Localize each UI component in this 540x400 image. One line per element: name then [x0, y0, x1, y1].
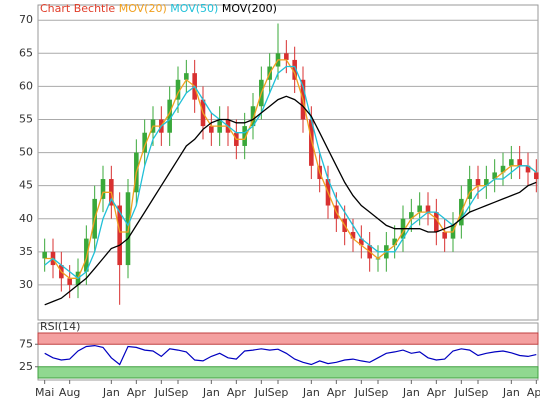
x-tick-label: Sep	[368, 386, 389, 399]
candle-body	[509, 159, 514, 166]
candle-body	[484, 179, 489, 186]
price-plot-frame	[37, 4, 539, 321]
x-tick-label: Mai	[35, 386, 54, 399]
candle-body	[359, 238, 364, 246]
x-tick-label: Apr	[227, 386, 247, 399]
x-tick-label: Sep	[268, 386, 289, 399]
candle-body	[467, 179, 472, 199]
x-tick-label: Apr	[327, 386, 347, 399]
candle-body	[175, 79, 181, 100]
x-tick-label: Jan	[302, 386, 320, 399]
y-tick-label: 75	[19, 337, 33, 350]
y-tick-label: 70	[19, 13, 33, 26]
candle-body	[67, 278, 72, 285]
candle-body	[84, 238, 89, 272]
x-tick-label: Aug	[59, 386, 80, 399]
candle-body	[284, 53, 289, 60]
rsi-title: RSI(14)	[40, 320, 80, 333]
candle-body	[292, 59, 297, 80]
candle-body	[492, 172, 497, 180]
x-tick-label: Jul	[354, 386, 368, 399]
candle-body	[500, 165, 506, 173]
candle-body	[517, 159, 522, 166]
x-tick-label: Jul	[254, 386, 268, 399]
y-tick-label: 55	[19, 112, 33, 125]
y-tick-label: 60	[19, 79, 33, 92]
legend-entry: MOV(50)	[170, 2, 218, 15]
candle-body	[392, 238, 397, 246]
x-tick-label: Jan	[102, 386, 120, 399]
y-tick-label: 35	[19, 245, 33, 258]
legend-entry: MOV(200)	[222, 2, 277, 15]
y-tick-label: 30	[19, 278, 33, 291]
y-tick-label: 45	[19, 179, 33, 192]
y-tick-label: 25	[19, 360, 33, 373]
candle-body	[409, 212, 414, 219]
candle-body	[442, 231, 447, 239]
rsi-line	[44, 344, 537, 366]
candle-body	[475, 179, 481, 186]
x-tick-label: Apr	[527, 386, 540, 399]
candle-body	[100, 179, 106, 199]
legend-entry: MOV(20)	[119, 2, 167, 15]
x-tick-label: Sep	[168, 386, 189, 399]
candle-body	[250, 106, 256, 127]
y-tick-label: 65	[19, 46, 33, 59]
candle-body	[184, 73, 189, 80]
chart-title: Chart Bechtle	[40, 2, 115, 15]
candle-body	[309, 119, 314, 166]
legend: Chart Bechtle MOV(20) MOV(50) MOV(200)	[40, 2, 277, 15]
candle-body	[42, 251, 47, 259]
candle-body	[525, 165, 531, 173]
x-tick-label: Jan	[502, 386, 520, 399]
candle-body	[242, 126, 247, 146]
candle-body	[534, 172, 539, 180]
x-tick-label: Jul	[454, 386, 468, 399]
candle-body	[425, 205, 431, 213]
x-tick-label: Jan	[202, 386, 220, 399]
x-tick-label: Apr	[427, 386, 447, 399]
candle-body	[167, 99, 172, 133]
upper-band	[37, 332, 539, 345]
candle-body	[417, 205, 422, 213]
candle-body	[117, 205, 122, 266]
y-tick-label: 50	[19, 146, 33, 159]
candle-body	[142, 132, 147, 153]
y-tick-label: 40	[19, 212, 33, 225]
lower-band	[37, 366, 539, 379]
x-tick-label: Apr	[127, 386, 147, 399]
x-tick-label: Sep	[468, 386, 489, 399]
x-tick-label: Jul	[154, 386, 168, 399]
moving-average-line	[44, 95, 537, 306]
x-tick-label: Jan	[402, 386, 420, 399]
candle-body	[434, 212, 439, 232]
candle-body	[350, 231, 356, 239]
candle-body	[209, 126, 214, 133]
